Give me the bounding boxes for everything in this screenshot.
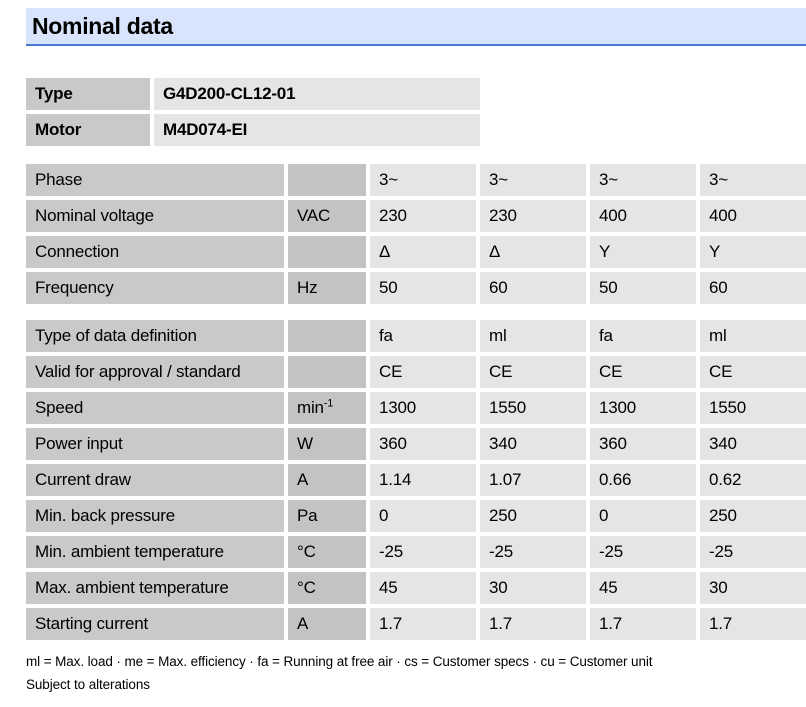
- row-value: 3~: [370, 164, 476, 196]
- row-label: Frequency: [26, 272, 284, 304]
- row-value: 45: [370, 572, 476, 604]
- row-unit: A: [288, 608, 366, 640]
- row-label: Connection: [26, 236, 284, 268]
- row-unit: A: [288, 464, 366, 496]
- row-value: 230: [370, 200, 476, 232]
- row-value: -25: [370, 536, 476, 568]
- row-value: 0: [590, 500, 696, 532]
- row-label: Phase: [26, 164, 284, 196]
- row-value: 0.62: [700, 464, 806, 496]
- row-value: 30: [700, 572, 806, 604]
- row-value: 340: [480, 428, 586, 460]
- info-row-value: G4D200-CL12-01: [154, 78, 480, 110]
- row-value: 360: [370, 428, 476, 460]
- row-value: Δ: [480, 236, 586, 268]
- row-value: CE: [480, 356, 586, 388]
- page-title: Nominal data: [32, 12, 173, 39]
- row-value: 50: [370, 272, 476, 304]
- row-value: 60: [480, 272, 586, 304]
- unit-text: min: [297, 398, 324, 417]
- row-value: 3~: [590, 164, 696, 196]
- row-value: CE: [370, 356, 476, 388]
- row-unit: °C: [288, 536, 366, 568]
- row-unit: °C: [288, 572, 366, 604]
- row-value: ml: [700, 320, 806, 352]
- row-value: fa: [590, 320, 696, 352]
- row-value: Y: [590, 236, 696, 268]
- row-value: 30: [480, 572, 586, 604]
- row-value: 1.14: [370, 464, 476, 496]
- subject-to-alterations-note: Subject to alterations: [26, 677, 150, 692]
- row-value: 60: [700, 272, 806, 304]
- abbreviation-legend: ml = Max. load · me = Max. efficiency · …: [26, 654, 653, 669]
- info-row-label: Motor: [26, 114, 150, 146]
- section-title-bar: Nominal data: [26, 8, 806, 46]
- row-value: 0.66: [590, 464, 696, 496]
- row-label: Starting current: [26, 608, 284, 640]
- row-value: CE: [590, 356, 696, 388]
- row-unit: [288, 356, 366, 388]
- row-label: Current draw: [26, 464, 284, 496]
- row-value: -25: [700, 536, 806, 568]
- type-motor-table: Type G4D200-CL12-01 Motor M4D074-EI: [26, 78, 480, 146]
- row-unit: min-1: [288, 392, 366, 424]
- row-label: Speed: [26, 392, 284, 424]
- info-row-value: M4D074-EI: [154, 114, 480, 146]
- spec-table-performance: Type of data definition fa ml fa ml Vali…: [26, 320, 806, 640]
- row-unit: Pa: [288, 500, 366, 532]
- row-label: Min. back pressure: [26, 500, 284, 532]
- row-label: Valid for approval / standard: [26, 356, 284, 388]
- unit-exponent: -1: [323, 397, 334, 410]
- row-unit: [288, 164, 366, 196]
- row-label: Min. ambient temperature: [26, 536, 284, 568]
- row-value: 1.07: [480, 464, 586, 496]
- row-value: 1.7: [480, 608, 586, 640]
- row-value: 250: [700, 500, 806, 532]
- row-value: 1300: [370, 392, 476, 424]
- row-label: Power input: [26, 428, 284, 460]
- row-value: 1.7: [700, 608, 806, 640]
- row-value: Y: [700, 236, 806, 268]
- row-value: 400: [590, 200, 696, 232]
- row-value: 50: [590, 272, 696, 304]
- row-value: 250: [480, 500, 586, 532]
- row-value: 0: [370, 500, 476, 532]
- row-unit: W: [288, 428, 366, 460]
- row-value: -25: [590, 536, 696, 568]
- row-value: CE: [700, 356, 806, 388]
- row-unit: [288, 320, 366, 352]
- row-value: 1300: [590, 392, 696, 424]
- row-value: 1.7: [370, 608, 476, 640]
- row-value: ml: [480, 320, 586, 352]
- footnotes: ml = Max. load · me = Max. efficiency · …: [26, 650, 806, 696]
- row-label: Nominal voltage: [26, 200, 284, 232]
- row-label: Type of data definition: [26, 320, 284, 352]
- row-value: Δ: [370, 236, 476, 268]
- row-value: 340: [700, 428, 806, 460]
- row-value: 230: [480, 200, 586, 232]
- row-value: 45: [590, 572, 696, 604]
- datasheet-page: Nominal data Type G4D200-CL12-01 Motor M…: [26, 8, 806, 696]
- row-label: Max. ambient temperature: [26, 572, 284, 604]
- row-unit: Hz: [288, 272, 366, 304]
- row-unit: VAC: [288, 200, 366, 232]
- row-value: 1550: [700, 392, 806, 424]
- row-value: 360: [590, 428, 696, 460]
- row-value: -25: [480, 536, 586, 568]
- row-value: 1550: [480, 392, 586, 424]
- row-value: 3~: [700, 164, 806, 196]
- row-unit: [288, 236, 366, 268]
- info-row-label: Type: [26, 78, 150, 110]
- row-value: 1.7: [590, 608, 696, 640]
- row-value: 400: [700, 200, 806, 232]
- row-value: fa: [370, 320, 476, 352]
- row-value: 3~: [480, 164, 586, 196]
- spec-table-electrical: Phase 3~ 3~ 3~ 3~ Nominal voltage VAC 23…: [26, 164, 806, 304]
